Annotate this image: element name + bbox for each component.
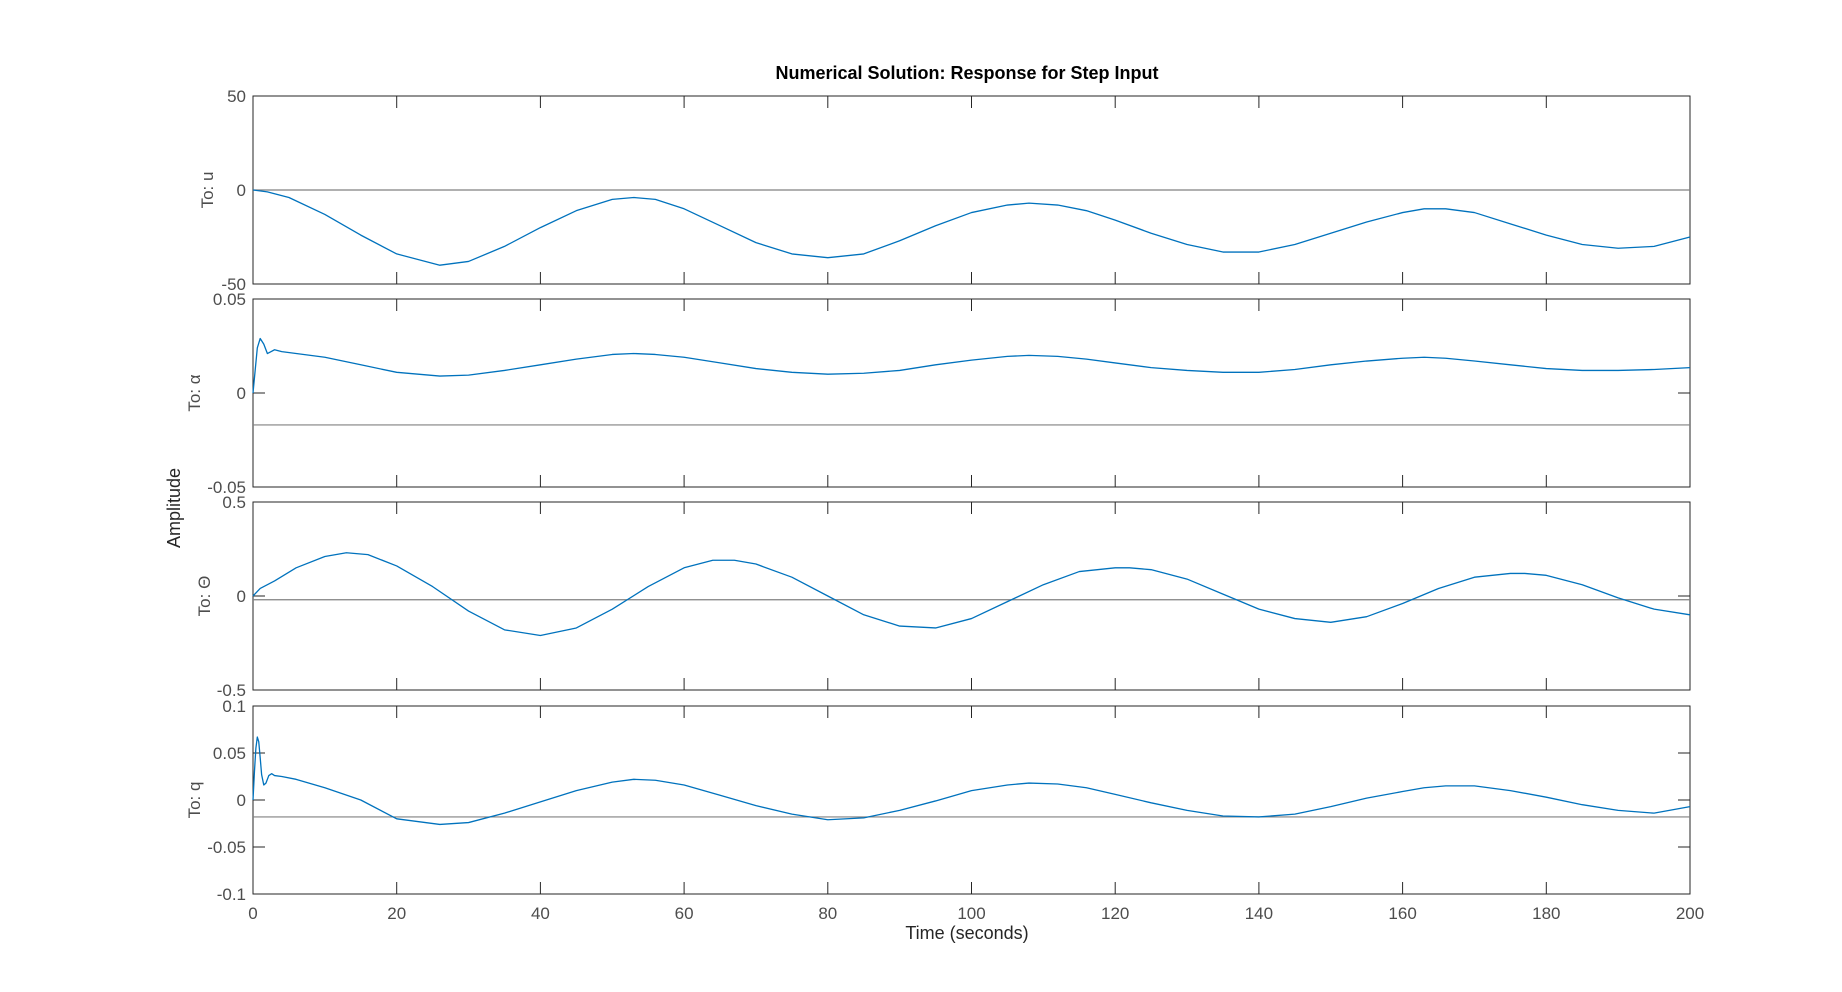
panel-frame (252, 705, 1691, 895)
panel-1: 50 0 -50 To: u (198, 87, 1691, 294)
y-tick-label: 0 (237, 791, 246, 810)
channel-label: To: α (185, 374, 204, 411)
x-tick-label: 120 (1101, 904, 1129, 923)
y-tick-label: -0.05 (207, 478, 246, 497)
x-axis-label: Time (seconds) (905, 923, 1028, 943)
response-line (252, 736, 1691, 826)
x-tick-label: 200 (1676, 904, 1704, 923)
y-tick-label: 0.05 (213, 290, 246, 309)
y-tick-label: 50 (227, 87, 246, 106)
y-tick-label: 0 (237, 384, 246, 403)
x-tick-label: 140 (1245, 904, 1273, 923)
channel-label: To: Θ (195, 576, 214, 617)
response-line (252, 337, 1691, 394)
x-tick-label: 80 (818, 904, 837, 923)
x-tick-label: 20 (387, 904, 406, 923)
panel-2: 0.05 0 -0.05 To: α (185, 290, 1691, 497)
y-tick-label: 0 (237, 181, 246, 200)
panel-frame (252, 298, 1691, 488)
x-tick-label: 100 (957, 904, 985, 923)
x-tick-label: 0 (248, 904, 257, 923)
y-axis-label: Amplitude (164, 468, 184, 548)
panel-3: 0.5 0 -0.5 To: Θ (195, 493, 1691, 700)
y-tick-label: -0.1 (217, 885, 246, 904)
channel-label: To: q (185, 782, 204, 819)
x-tick-labels: 0 20 40 60 80 100 120 140 160 180 200 (248, 904, 1704, 923)
y-tick-label: 0.05 (213, 744, 246, 763)
response-line (252, 189, 1691, 266)
y-tick-label: 0 (237, 587, 246, 606)
y-tick-label: 0.5 (222, 493, 246, 512)
y-tick-label: 0.1 (222, 697, 246, 716)
y-tick-label: -0.05 (207, 838, 246, 857)
y-tick-label: -50 (221, 275, 246, 294)
x-tick-label: 160 (1388, 904, 1416, 923)
channel-label: To: u (198, 172, 217, 209)
x-tick-label: 40 (531, 904, 550, 923)
x-tick-label: 180 (1532, 904, 1560, 923)
chart-title: Numerical Solution: Response for Step In… (775, 63, 1158, 83)
x-tick-label: 60 (675, 904, 694, 923)
response-line (252, 552, 1691, 637)
y-tick-label: -0.5 (217, 681, 246, 700)
panel-frame (252, 501, 1691, 691)
panel-4: 0.1 0.05 0 -0.05 -0.1 To: q (185, 697, 1691, 904)
